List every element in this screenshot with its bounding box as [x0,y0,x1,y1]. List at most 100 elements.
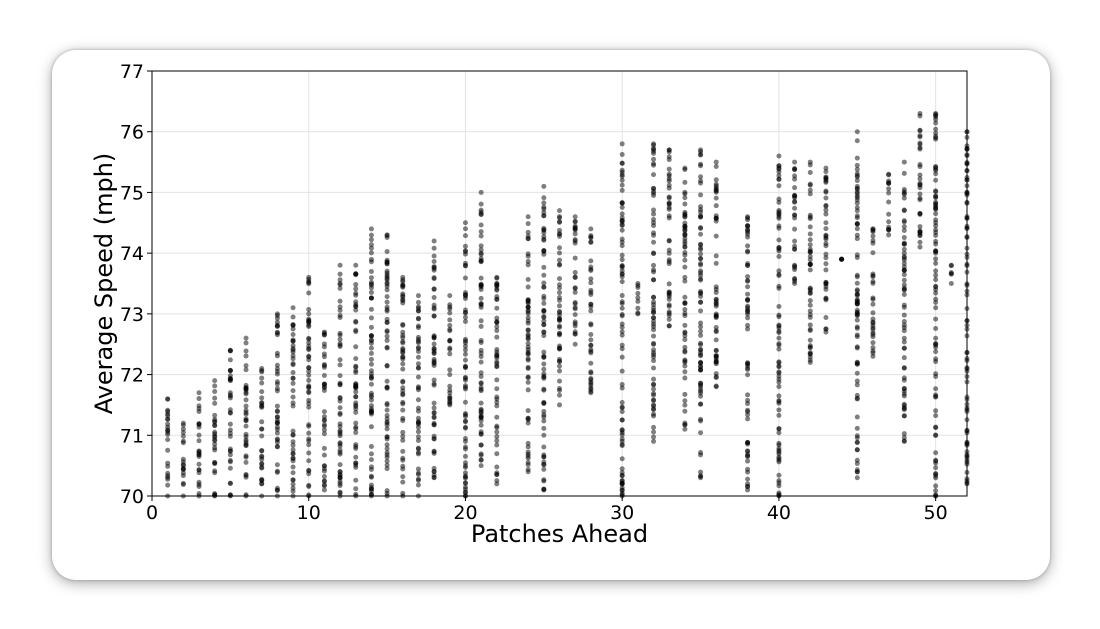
data-point [588,369,594,375]
data-point [541,314,547,320]
data-point [321,487,327,493]
data-point [196,432,202,438]
data-point [651,315,657,321]
data-point [227,465,233,471]
data-point [494,438,500,444]
data-point [259,400,265,406]
data-point [196,396,202,402]
y-tick-label: 75 [120,182,144,204]
data-point [823,203,829,209]
data-point [619,487,625,493]
data-point [353,389,359,395]
data-point [306,280,312,286]
data-point [698,290,704,296]
data-point [713,337,719,343]
data-point [384,422,390,428]
point-column [447,293,453,408]
data-point [494,400,500,406]
data-point [933,326,939,332]
data-point [807,224,813,230]
data-point [745,278,751,284]
data-point [494,351,500,357]
data-point [400,457,406,463]
data-point [854,425,860,431]
data-point [713,329,719,335]
data-point [776,407,782,413]
data-point [698,299,704,305]
data-point [368,345,374,351]
data-point [713,253,719,259]
data-point [478,422,484,428]
data-point [243,443,249,449]
data-point [619,160,625,166]
data-point [212,441,218,447]
data-point [713,297,719,303]
data-point [337,405,343,411]
data-point [431,400,437,406]
data-point [823,175,829,181]
data-point [854,178,860,184]
data-point [368,337,374,343]
data-point [854,252,860,258]
data-point [682,422,688,428]
data-point [290,323,296,329]
data-point [415,293,421,299]
data-point [776,183,782,189]
data-point [635,295,641,301]
data-point [431,341,437,347]
data-point [478,373,484,379]
data-point [212,388,218,394]
data-point [901,159,907,165]
data-point [651,347,657,353]
data-point [368,289,374,295]
data-point [400,407,406,413]
data-point [933,249,939,255]
data-point [462,490,468,496]
data-point [525,357,531,363]
data-point [353,327,359,333]
data-point [494,429,500,435]
data-point [870,345,876,351]
data-point [478,457,484,463]
data-point [384,249,390,255]
data-point [666,237,672,243]
data-point [619,243,625,249]
data-point [494,472,500,478]
x-tick-label: 40 [767,502,791,524]
data-point [917,191,923,197]
point-column [415,293,421,499]
data-point [682,214,688,220]
data-point [306,365,312,371]
data-point [776,304,782,310]
data-point [776,173,782,179]
data-point [619,405,625,411]
data-point [415,374,421,380]
data-point [933,227,939,233]
data-point [933,296,939,302]
data-point [384,462,390,468]
data-point [776,472,782,478]
data-point [651,424,657,430]
data-point [619,279,625,285]
data-point [619,354,625,360]
data-point [917,172,923,178]
data-point [478,282,484,288]
data-point [651,294,657,300]
data-point [431,360,437,366]
data-point [933,217,939,223]
data-point [494,297,500,303]
data-point [666,185,672,191]
data-point [651,310,657,316]
data-point [619,227,625,233]
data-point [870,274,876,280]
data-point [901,302,907,308]
data-point [243,417,249,423]
data-point [557,245,562,251]
data-point [259,433,265,439]
data-point [933,206,939,212]
data-point [557,343,562,349]
data-point [713,348,719,354]
data-point [494,287,500,293]
data-point [839,256,845,262]
data-point [462,374,468,380]
